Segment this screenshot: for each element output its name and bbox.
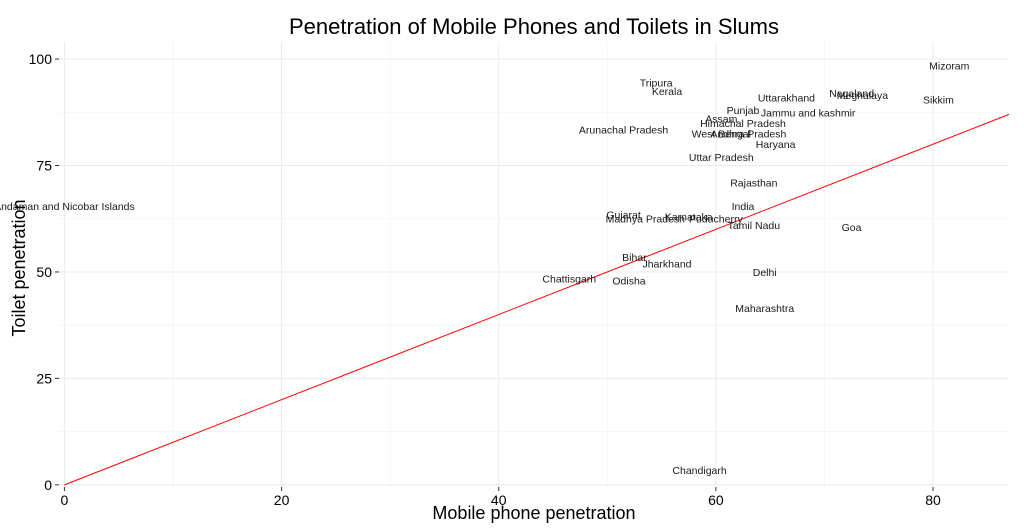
- point-label: Karnataka: [665, 212, 713, 224]
- point-label: Himachal Pradesh: [700, 118, 786, 130]
- point-label: Delhi: [753, 267, 777, 279]
- point-label: West Bengal: [692, 129, 751, 141]
- point-label: Odisha: [612, 275, 645, 287]
- point-label: Tripura: [640, 77, 673, 89]
- point-label: Nagaland: [829, 88, 874, 100]
- point-label: Arunachal Pradesh: [579, 124, 668, 136]
- y-axis: 0 25 50 75 100: [29, 51, 59, 493]
- x-tick-label: 20: [274, 492, 290, 508]
- point-label: Assam: [705, 114, 737, 126]
- point-label: Chattisgarh: [542, 273, 596, 285]
- point-label: Bihar: [622, 252, 647, 264]
- point-label: India: [732, 201, 755, 213]
- reference-line: [64, 113, 1010, 486]
- point-label: Jammu and kashmir: [761, 107, 856, 119]
- y-axis-title: Toilet penetration: [9, 199, 29, 336]
- point-label: Gujarat: [606, 209, 641, 221]
- point-label: Puducherry: [689, 214, 743, 226]
- y-tick-label: 50: [36, 264, 52, 280]
- x-tick-label: 60: [708, 492, 724, 508]
- point-label: Mizoram: [929, 60, 970, 72]
- x-tick-label: 40: [491, 492, 507, 508]
- y-tick-label: 0: [44, 477, 52, 493]
- point-label: Kerala: [652, 86, 683, 98]
- x-axis-title: Mobile phone penetration: [432, 503, 635, 523]
- x-tick-label: 80: [925, 492, 941, 508]
- point-label: Haryana: [756, 139, 796, 151]
- point-label: Madhya Pradesh: [606, 214, 686, 226]
- y-tick-label: 75: [36, 157, 52, 173]
- y-tick-label: 100: [29, 51, 53, 67]
- grid: [59, 42, 1009, 487]
- chart-title: Penetration of Mobile Phones and Toilets…: [289, 14, 779, 39]
- point-label: Andaman and Nicobar Islands: [0, 201, 135, 213]
- point-label: Uttar Pradesh: [689, 152, 754, 164]
- x-tick-label: 0: [61, 492, 69, 508]
- point-label: Tamil Nadu: [728, 220, 781, 232]
- point-label: Jharkhand: [642, 258, 691, 270]
- y-tick-label: 25: [36, 370, 52, 386]
- point-label: Chandigarh: [672, 465, 726, 477]
- point-label: Sikkim: [923, 94, 954, 106]
- x-axis: 0 20 40 60 80: [61, 487, 941, 508]
- point-label: Rajasthan: [730, 178, 777, 190]
- point-label: Uttarakhand: [758, 92, 815, 104]
- point-label: Maharashtra: [735, 303, 794, 315]
- point-label: Andhra Pradesh: [710, 129, 786, 141]
- point-label: Punjab: [727, 105, 760, 117]
- point-label: Goa: [842, 222, 862, 234]
- point-label: Meghalaya: [837, 90, 889, 102]
